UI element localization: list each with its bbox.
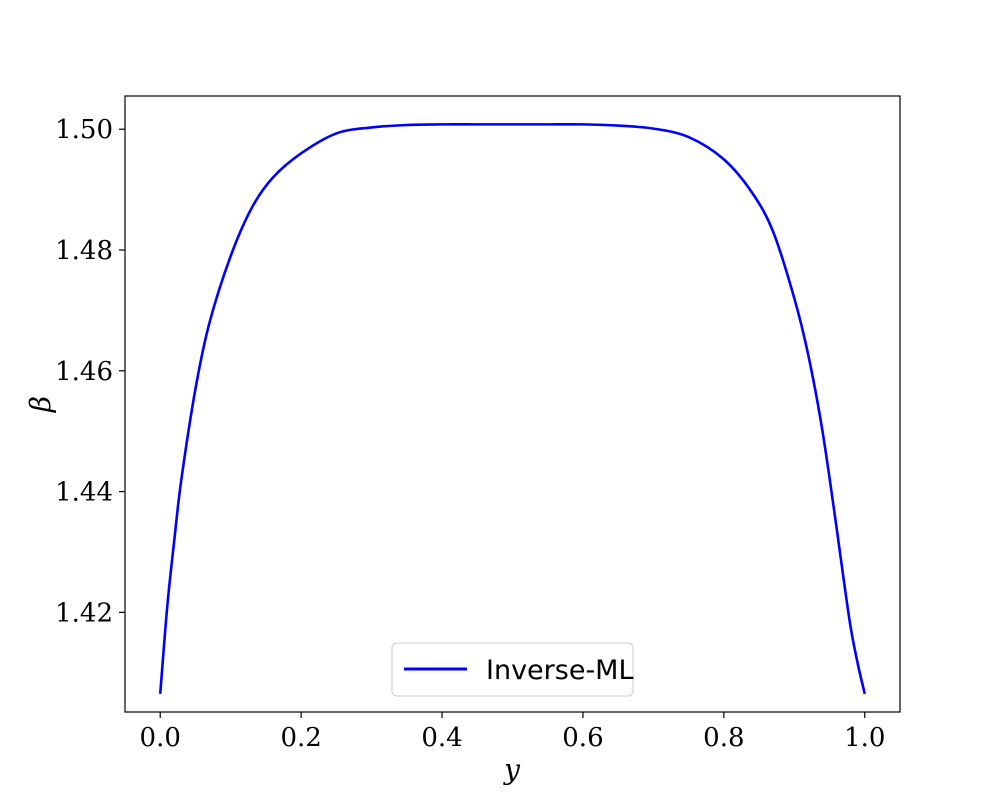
x-tick-label: 0.0 [140,723,181,753]
y-tick-label: 1.46 [55,357,113,387]
x-axis-ticks: 0.0 0.2 0.4 0.6 0.8 1.0 [140,712,885,753]
series-layer [158,122,867,695]
series-line-0 [158,122,867,695]
y-tick-label: 1.50 [55,115,113,145]
x-tick-label: 0.2 [280,723,321,753]
plot-background [125,96,900,712]
y-tick-label: 1.44 [55,478,113,508]
x-tick-label: 1.0 [844,723,885,753]
plot-frame [124,95,901,713]
legend-box [391,642,634,697]
legend: Inverse-ML [391,642,634,697]
x-axis-label: y [502,753,521,786]
y-axis-label: β [24,396,57,413]
x-tick-label: 0.6 [562,723,603,753]
x-tick-label: 0.4 [421,723,462,753]
y-tick-label: 1.42 [55,598,113,628]
y-axis-ticks: 1.42 1.44 1.46 1.48 1.50 [55,115,125,628]
y-tick-label: 1.48 [55,236,113,266]
legend-label-inverse-ml: Inverse-ML [486,655,634,686]
x-tick-label: 0.8 [703,723,744,753]
